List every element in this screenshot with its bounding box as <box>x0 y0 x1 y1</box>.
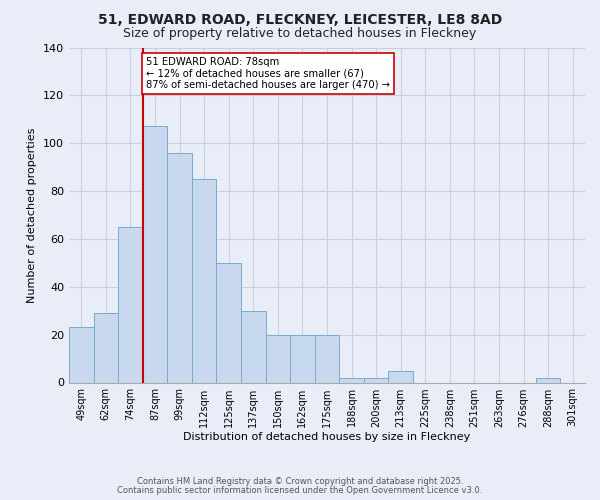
Bar <box>536 378 560 382</box>
Text: 51, EDWARD ROAD, FLECKNEY, LEICESTER, LE8 8AD: 51, EDWARD ROAD, FLECKNEY, LEICESTER, LE… <box>98 12 502 26</box>
Text: Contains HM Land Registry data © Crown copyright and database right 2025.: Contains HM Land Registry data © Crown c… <box>137 477 463 486</box>
Bar <box>339 378 364 382</box>
Bar <box>290 334 315 382</box>
Bar <box>241 310 266 382</box>
Bar <box>192 179 217 382</box>
Bar <box>388 370 413 382</box>
Bar <box>266 334 290 382</box>
Bar <box>94 313 118 382</box>
Y-axis label: Number of detached properties: Number of detached properties <box>28 128 37 302</box>
Bar <box>364 378 388 382</box>
Bar <box>69 328 94 382</box>
Bar <box>167 153 192 382</box>
Bar <box>118 227 143 382</box>
Text: Contains public sector information licensed under the Open Government Licence v3: Contains public sector information licen… <box>118 486 482 495</box>
Bar <box>143 126 167 382</box>
Text: 51 EDWARD ROAD: 78sqm
← 12% of detached houses are smaller (67)
87% of semi-deta: 51 EDWARD ROAD: 78sqm ← 12% of detached … <box>146 57 391 90</box>
Bar <box>315 334 339 382</box>
Bar <box>217 263 241 382</box>
Text: Size of property relative to detached houses in Fleckney: Size of property relative to detached ho… <box>124 28 476 40</box>
X-axis label: Distribution of detached houses by size in Fleckney: Distribution of detached houses by size … <box>184 432 470 442</box>
